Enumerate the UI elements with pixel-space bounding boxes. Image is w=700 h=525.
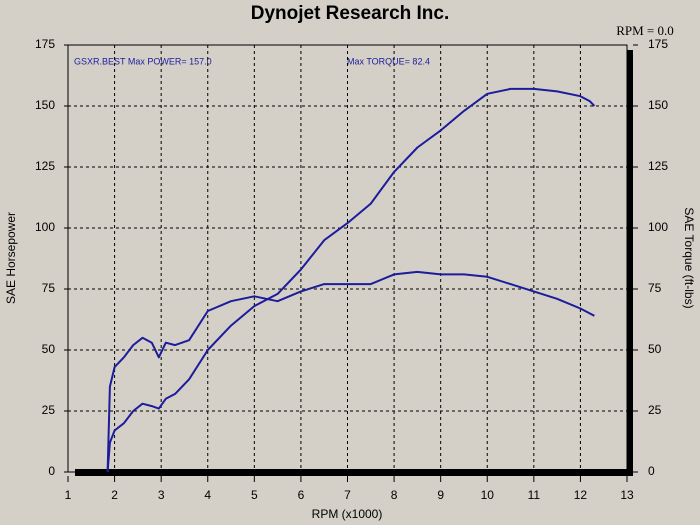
right-bar [627,50,633,476]
x-tick-label: 11 [528,488,541,502]
y-tick-label: 75 [42,281,56,295]
y-tick-label: 100 [35,220,55,234]
x-tick-label: 13 [620,488,634,502]
y2-tick-label: 25 [648,403,662,417]
annotation: GSXR.BEST Max POWER= 157.0 [74,56,212,66]
y-tick-label: 150 [35,98,55,112]
y-tick-label: 0 [48,464,55,478]
y2-tick-label: 75 [648,281,662,295]
series-line [106,270,595,473]
x-tick-label: 4 [204,488,211,502]
x-tick-label: 1 [65,488,72,502]
x-tick-label: 10 [481,488,495,502]
x-tick-label: 12 [574,488,588,502]
x-tick-label: 9 [437,488,444,502]
y-tick-label: 25 [42,403,56,417]
series-line [106,87,596,473]
x-tick-label: 3 [158,488,165,502]
x-tick-label: 8 [391,488,398,502]
y2-tick-label: 150 [648,98,668,112]
y2-tick-label: 175 [648,37,668,51]
y-tick-label: 125 [35,159,55,173]
y-tick-label: 50 [42,342,56,356]
y2-tick-label: 0 [648,464,655,478]
x-tick-label: 2 [111,488,118,502]
x-tick-label: 5 [251,488,258,502]
x-tick-label: 7 [344,488,351,502]
y2-tick-label: 50 [648,342,662,356]
y-axis-label: SAE Horsepower [4,212,18,304]
y2-axis-label: SAE Torque (ft-lbs) [682,207,696,308]
bottom-bar [75,469,633,476]
annotation: Max TORQUE= 82.4 [347,56,430,66]
y2-tick-label: 125 [648,159,668,173]
chart-title: Dynojet Research Inc. [251,3,450,24]
rpm-readout: RPM = 0.0 [616,23,674,38]
y-tick-label: 175 [35,37,55,51]
y2-tick-label: 100 [648,220,668,234]
x-tick-label: 6 [298,488,305,502]
x-axis-label: RPM (x1000) [312,507,383,521]
